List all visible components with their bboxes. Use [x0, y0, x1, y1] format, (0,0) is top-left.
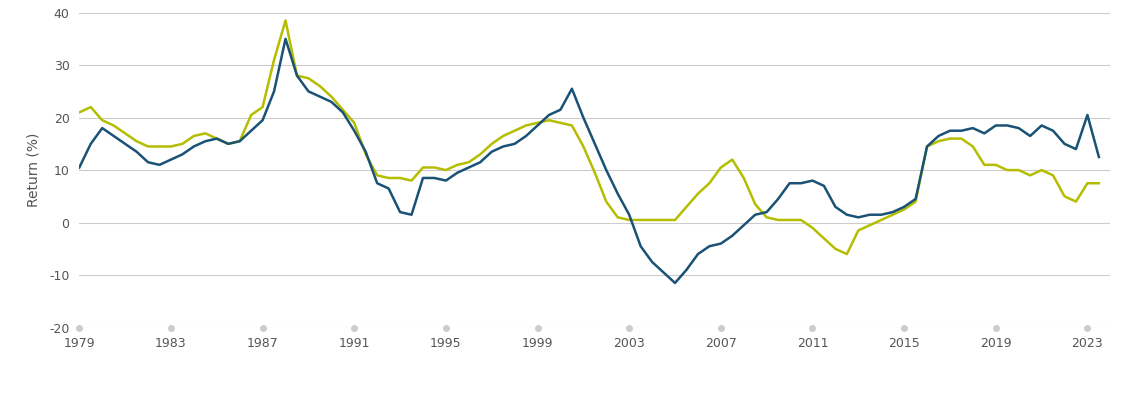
MSCI World Growth GR CAD Index — [210, 136, 223, 141]
MSCI World Value GR CAD Index — [966, 144, 980, 149]
MSCI World Growth GR CAD Index — [806, 178, 819, 183]
MSCI World Value GR CAD Index — [1092, 181, 1106, 186]
Legend: MSCI World Growth GR CAD Index, MSCI World Value GR CAD Index: MSCI World Growth GR CAD Index, MSCI Wor… — [146, 413, 734, 420]
MSCI World Growth GR CAD Index — [966, 126, 980, 131]
MSCI World Value GR CAD Index — [840, 252, 853, 257]
Line: MSCI World Value GR CAD Index: MSCI World Value GR CAD Index — [79, 21, 1099, 254]
MSCI World Growth GR CAD Index — [279, 37, 292, 42]
MSCI World Value GR CAD Index — [210, 136, 223, 141]
MSCI World Growth GR CAD Index — [393, 210, 407, 215]
MSCI World Value GR CAD Index — [1070, 199, 1083, 204]
MSCI World Value GR CAD Index — [943, 136, 956, 141]
MSCI World Value GR CAD Index — [393, 176, 407, 181]
MSCI World Growth GR CAD Index — [73, 165, 86, 170]
MSCI World Growth GR CAD Index — [1070, 147, 1083, 152]
Line: MSCI World Growth GR CAD Index: MSCI World Growth GR CAD Index — [79, 39, 1099, 283]
Y-axis label: Return (%): Return (%) — [27, 133, 41, 207]
MSCI World Value GR CAD Index — [73, 110, 86, 115]
MSCI World Value GR CAD Index — [794, 218, 808, 223]
MSCI World Growth GR CAD Index — [1092, 155, 1106, 160]
MSCI World Growth GR CAD Index — [943, 128, 956, 133]
MSCI World Value GR CAD Index — [279, 18, 292, 23]
MSCI World Growth GR CAD Index — [668, 281, 682, 286]
